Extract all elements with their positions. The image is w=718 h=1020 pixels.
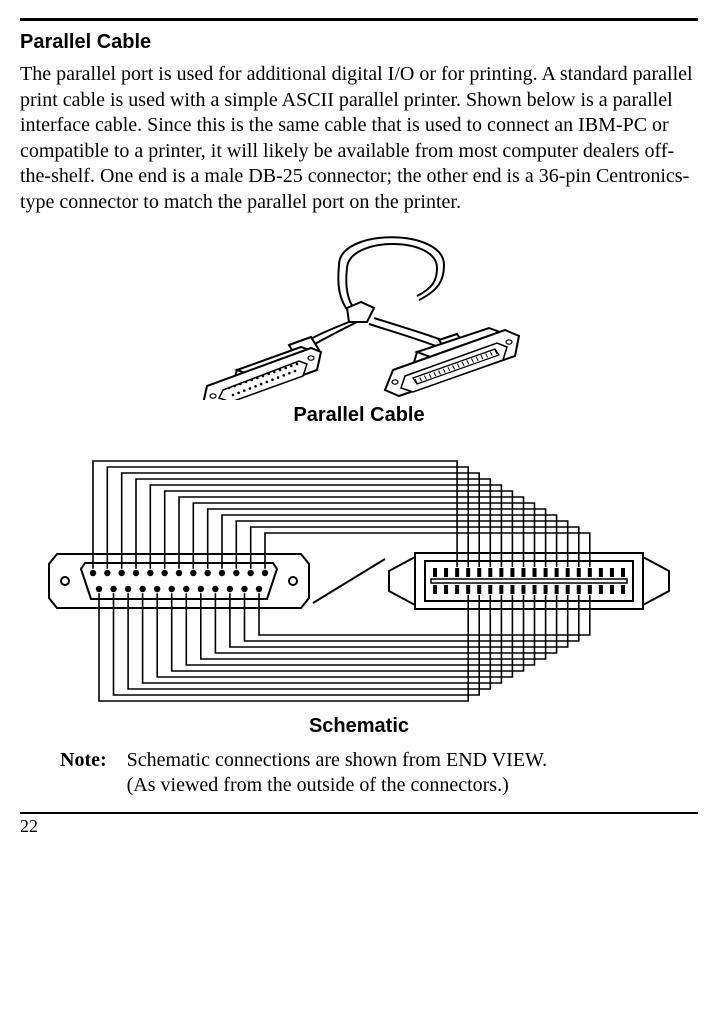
rule-bottom — [20, 812, 698, 814]
section-title: Parallel Cable — [20, 31, 698, 54]
note-label: Note: — [60, 748, 107, 798]
note-line-2: (As viewed from the outside of the conne… — [127, 774, 509, 796]
body-paragraph: The parallel port is used for additional… — [20, 62, 698, 216]
rule-top — [20, 18, 698, 21]
note-line-1: Schematic connections are shown from END… — [127, 749, 547, 771]
schematic-diagram — [29, 451, 689, 711]
figure1-caption: Parallel Cable — [20, 404, 698, 427]
page-number: 22 — [20, 816, 698, 837]
figure2-caption: Schematic — [20, 715, 698, 738]
note-row: Note: Schematic connections are shown fr… — [60, 748, 678, 798]
parallel-cable-illustration — [189, 230, 529, 400]
note-body: Schematic connections are shown from END… — [127, 748, 678, 798]
